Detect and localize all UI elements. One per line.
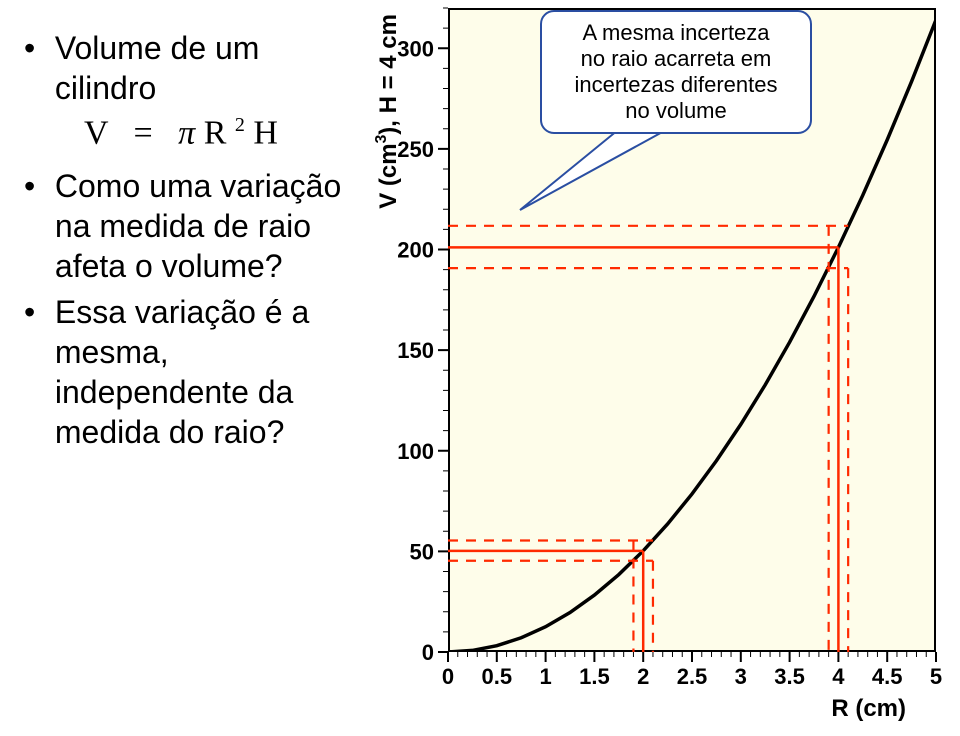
formula-V: V bbox=[84, 114, 108, 151]
formula-exp: 2 bbox=[235, 114, 245, 136]
bullet-2: • Como uma variação na medida de raio af… bbox=[24, 166, 360, 286]
bullet-dot: • bbox=[24, 166, 46, 206]
callout-annotation: A mesma incertezano raio acarreta emince… bbox=[370, 0, 960, 736]
callout-line: no volume bbox=[554, 98, 798, 124]
formula-pi: π bbox=[178, 114, 195, 151]
bullet-1-text: Volume de um cilindro bbox=[55, 28, 355, 108]
bullet-dot: • bbox=[24, 292, 46, 332]
chart-column: 00.511.522.533.544.55050100150200250300R… bbox=[370, 0, 960, 736]
callout-line: incertezas diferentes bbox=[554, 72, 798, 98]
formula-H: H bbox=[253, 114, 278, 151]
bullet-1: • Volume de um cilindro bbox=[24, 28, 360, 108]
formula: V = π R 2 H bbox=[84, 114, 360, 152]
bullet-dot: • bbox=[24, 28, 46, 68]
callout-line: no raio acarreta em bbox=[554, 46, 798, 72]
formula-R: R bbox=[204, 114, 227, 151]
bullet-3-text: Essa variação é a mesma, independente da… bbox=[55, 292, 355, 452]
bullet-3: • Essa variação é a mesma, independente … bbox=[24, 292, 360, 452]
callout-line: A mesma incerteza bbox=[554, 20, 798, 46]
callout-bubble: A mesma incertezano raio acarreta emince… bbox=[540, 10, 812, 134]
formula-eq: = bbox=[133, 114, 152, 151]
bullet-2-text: Como uma variação na medida de raio afet… bbox=[55, 166, 355, 286]
text-column: • Volume de um cilindro V = π R 2 H • Co… bbox=[0, 0, 370, 736]
